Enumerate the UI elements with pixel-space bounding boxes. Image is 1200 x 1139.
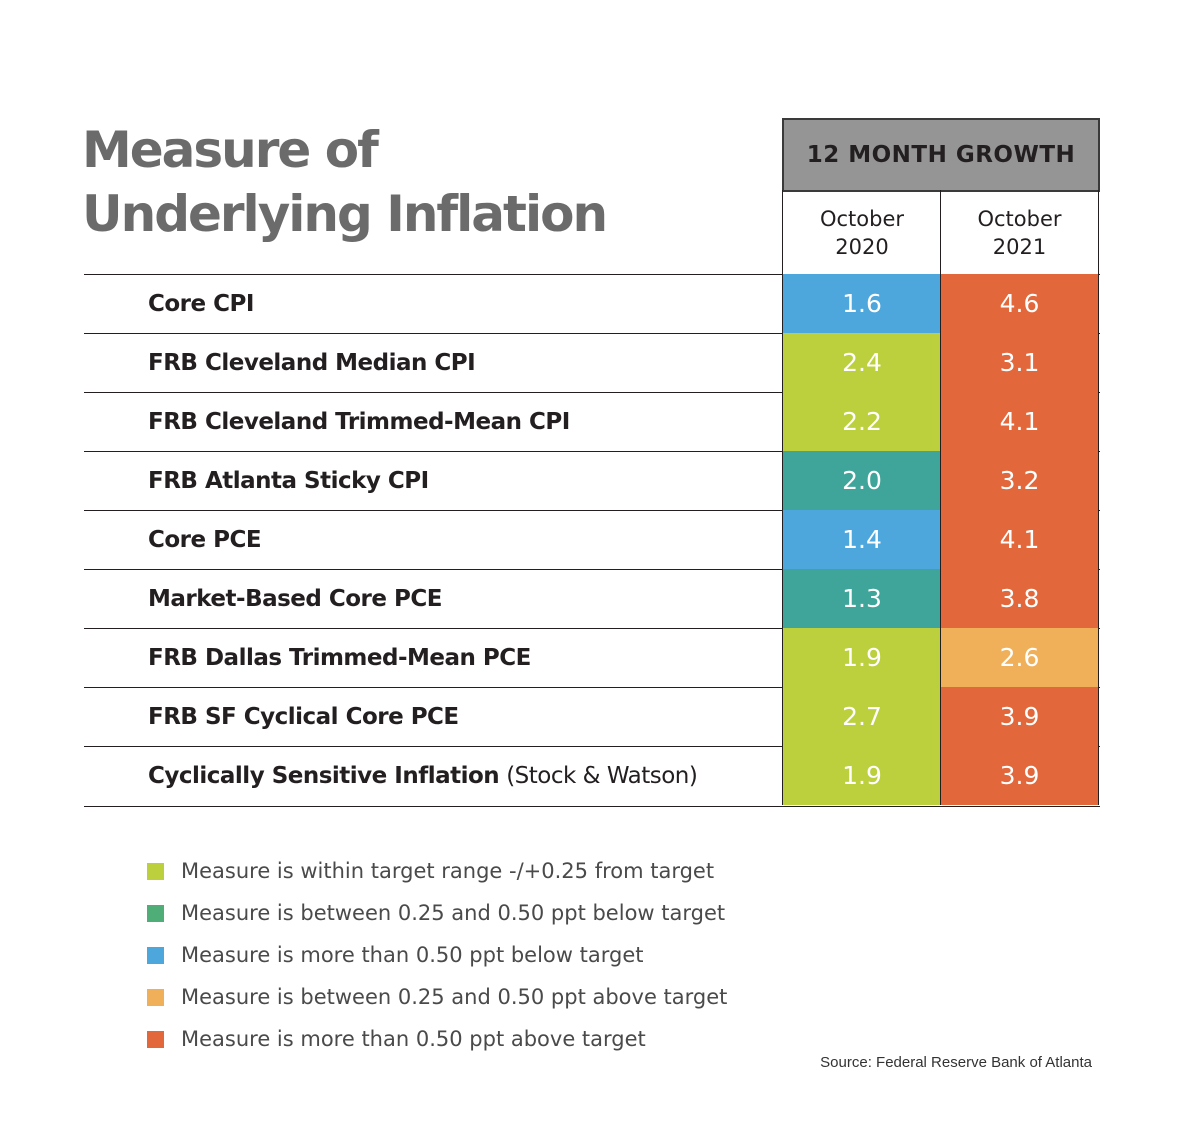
row-label: Core PCE <box>148 511 262 568</box>
row-label-text: FRB Atlanta Sticky CPI <box>148 467 429 494</box>
value-cell-2020: 2.4 <box>782 332 941 392</box>
value-cell-2021: 3.8 <box>940 568 1099 628</box>
legend-text: Measure is within target range -/+0.25 f… <box>181 859 715 883</box>
legend: Measure is within target range -/+0.25 f… <box>147 850 727 1060</box>
value-cell-2020: 2.0 <box>782 450 941 510</box>
table-row: FRB SF Cyclical Core PCE 2.7 3.9 <box>84 686 1100 746</box>
column-header-month: October <box>819 206 905 231</box>
value-cell-2021: 3.9 <box>940 745 1099 805</box>
title-line-2: Underlying Inflation <box>82 185 608 243</box>
column-header-year: 2020 <box>835 234 889 259</box>
row-label: FRB Dallas Trimmed-Mean PCE <box>148 629 531 686</box>
value-cell-2020: 1.4 <box>782 509 941 569</box>
table-row: Core CPI 1.6 4.6 <box>84 273 1100 333</box>
value-cell-2020: 1.9 <box>782 627 941 687</box>
row-label-text: FRB SF Cyclical Core PCE <box>148 703 459 730</box>
row-label: Cyclically Sensitive Inflation (Stock & W… <box>148 747 698 804</box>
row-label-text: FRB Cleveland Median CPI <box>148 349 476 376</box>
legend-item: Measure is more than 0.50 ppt below targ… <box>147 934 727 976</box>
legend-text: Measure is more than 0.50 ppt above targ… <box>181 1027 646 1051</box>
inflation-table-body: Core CPI 1.6 4.6 FRB Cleveland Median CPI 2.… <box>84 273 1100 807</box>
table-row: FRB Cleveland Trimmed-Mean CPI 2.2 4.1 <box>84 391 1100 451</box>
row-label-text: FRB Dallas Trimmed-Mean PCE <box>148 644 531 671</box>
value-cell-2020: 1.9 <box>782 745 941 805</box>
legend-swatch <box>147 946 164 964</box>
value-cell-2021: 4.1 <box>940 509 1099 569</box>
legend-swatch <box>147 1030 164 1048</box>
value-cell-2020: 2.2 <box>782 391 941 451</box>
group-header-12-month-growth: 12 MONTH GROWTH <box>782 118 1100 192</box>
row-label-note: (Stock & Watson) <box>506 762 698 789</box>
table-row: Market-Based Core PCE 1.3 3.8 <box>84 568 1100 628</box>
legend-item: Measure is between 0.25 and 0.50 ppt abo… <box>147 976 727 1018</box>
row-label-text: Market-Based Core PCE <box>148 585 442 612</box>
legend-item: Measure is within target range -/+0.25 f… <box>147 850 727 892</box>
source-note: Source: Federal Reserve Bank of Atlanta <box>820 1054 1092 1071</box>
chart-title: Measure of Underlying Inflation <box>82 118 608 246</box>
column-header-year: 2021 <box>992 234 1047 259</box>
row-label-text: Core CPI <box>148 290 254 317</box>
legend-item: Measure is between 0.25 and 0.50 ppt bel… <box>147 892 727 934</box>
row-label: FRB Cleveland Median CPI <box>148 334 476 391</box>
row-label: FRB Cleveland Trimmed-Mean CPI <box>148 393 570 450</box>
title-line-1: Measure of <box>82 121 379 179</box>
value-cell-2021: 3.1 <box>940 332 1099 392</box>
row-label: Core CPI <box>148 275 254 332</box>
row-label: Market-Based Core PCE <box>148 570 442 627</box>
legend-swatch <box>147 904 164 922</box>
row-label-text: Cyclically Sensitive Inflation <box>148 762 500 789</box>
legend-item: Measure is more than 0.50 ppt above targ… <box>147 1018 727 1060</box>
column-header-october-2021: October 2021 <box>940 190 1099 275</box>
value-cell-2021: 3.2 <box>940 450 1099 510</box>
legend-swatch <box>147 862 164 880</box>
row-label: FRB Atlanta Sticky CPI <box>148 452 429 509</box>
legend-text: Measure is more than 0.50 ppt below targ… <box>181 943 644 967</box>
table-row: Core PCE 1.4 4.1 <box>84 509 1100 569</box>
row-label-text: Core PCE <box>148 526 262 553</box>
legend-text: Measure is between 0.25 and 0.50 ppt bel… <box>181 901 726 925</box>
table-row: FRB Atlanta Sticky CPI 2.0 3.2 <box>84 450 1100 510</box>
legend-text: Measure is between 0.25 and 0.50 ppt abo… <box>181 985 728 1009</box>
value-cell-2021: 3.9 <box>940 686 1099 746</box>
row-label: FRB SF Cyclical Core PCE <box>148 688 459 745</box>
value-cell-2021: 4.6 <box>940 273 1099 333</box>
column-header-october-2020: October 2020 <box>782 190 941 275</box>
value-cell-2021: 2.6 <box>940 627 1099 687</box>
legend-swatch <box>147 988 164 1006</box>
table-row: Cyclically Sensitive Inflation (Stock & W… <box>84 745 1100 807</box>
column-header-month: October <box>977 206 1062 231</box>
value-cell-2020: 2.7 <box>782 686 941 746</box>
value-cell-2020: 1.3 <box>782 568 941 628</box>
value-cell-2020: 1.6 <box>782 273 941 333</box>
table-row: FRB Cleveland Median CPI 2.4 3.1 <box>84 332 1100 392</box>
value-cell-2021: 4.1 <box>940 391 1099 451</box>
table-row: FRB Dallas Trimmed-Mean PCE 1.9 2.6 <box>84 627 1100 687</box>
row-label-text: FRB Cleveland Trimmed-Mean CPI <box>148 408 570 435</box>
